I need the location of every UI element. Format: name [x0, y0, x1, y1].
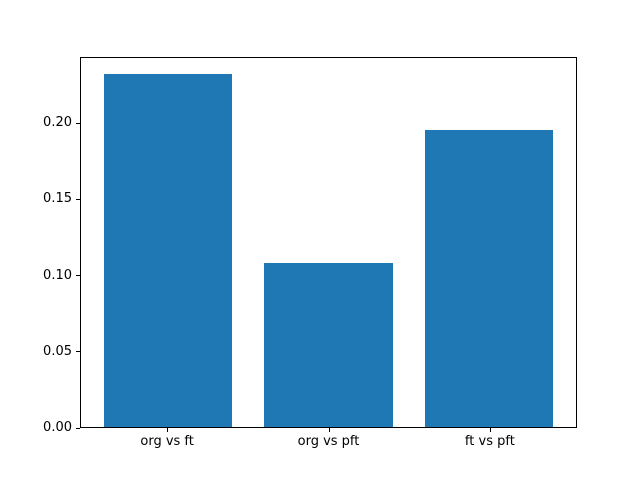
x-tick-mark: [328, 428, 330, 432]
y-tick-label: 0.05: [43, 343, 72, 359]
y-tick-mark: [76, 122, 80, 124]
bar-org-vs-pft: [264, 263, 393, 427]
y-tick-mark: [76, 198, 80, 200]
y-tick-label: 0.20: [43, 115, 72, 131]
x-tick-mark: [167, 428, 169, 432]
plot-area: [80, 57, 577, 428]
x-tick-label: ft vs pft: [464, 434, 515, 449]
y-tick-mark: [76, 427, 80, 429]
y-tick-label: 0.10: [43, 267, 72, 283]
y-tick-label: 0.00: [43, 420, 72, 435]
y-tick-label: 0.15: [43, 191, 72, 207]
x-tick-label: org vs pft: [297, 434, 360, 449]
bar-org-vs-ft: [103, 73, 233, 427]
y-tick-mark: [76, 275, 80, 277]
x-tick-mark: [489, 428, 491, 432]
y-tick-mark: [76, 351, 80, 353]
x-tick-label: org vs ft: [140, 434, 194, 449]
bar-ft-vs-pft: [424, 129, 554, 427]
